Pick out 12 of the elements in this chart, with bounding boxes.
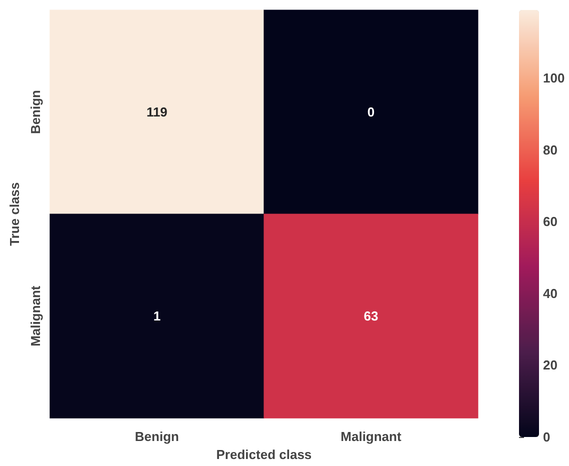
y-axis-title: True class <box>7 182 22 246</box>
data-label: 1 <box>153 308 161 324</box>
color-bar-label: 100 <box>543 70 565 86</box>
x-axis-title: Predicted class <box>216 447 312 462</box>
data-label: 63 <box>364 308 378 324</box>
data-label: 0 <box>367 104 375 120</box>
color-bar-label: 80 <box>543 142 558 158</box>
color-bar-label: 0 <box>543 430 550 444</box>
color-bar-label: 20 <box>543 358 558 373</box>
data-label: 119 <box>146 104 168 120</box>
color-bar-label: 60 <box>543 214 558 230</box>
color-bar-label: 40 <box>543 286 558 301</box>
